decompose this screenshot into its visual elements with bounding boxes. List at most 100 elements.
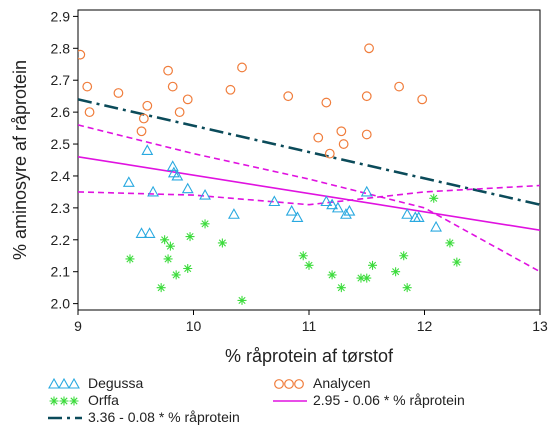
data-point-degussa bbox=[340, 208, 352, 219]
data-point-degussa bbox=[143, 227, 156, 238]
data-point-analycen bbox=[361, 129, 372, 140]
data-point-degussa bbox=[412, 211, 425, 222]
data-point-orffa bbox=[171, 270, 181, 280]
data-point-analycen bbox=[84, 107, 95, 118]
data-point-orffa bbox=[336, 283, 346, 293]
data-point-analycen bbox=[324, 148, 335, 159]
data-point-degussa bbox=[147, 185, 160, 197]
y-tick-label: 2.1 bbox=[51, 264, 71, 280]
x-tick-label: 12 bbox=[417, 318, 433, 334]
legend-swatch-orffa bbox=[59, 396, 69, 406]
data-point-orffa bbox=[163, 254, 173, 264]
x-tick-label: 11 bbox=[302, 318, 317, 334]
legend-label: Orffa bbox=[88, 392, 119, 408]
y-tick-label: 2.6 bbox=[51, 104, 71, 120]
legend-swatch-analycen bbox=[274, 379, 284, 389]
legend-swatch-analycen bbox=[284, 379, 294, 389]
data-point-degussa bbox=[401, 208, 414, 219]
data-point-analycen bbox=[313, 132, 324, 143]
data-point-degussa bbox=[268, 195, 281, 207]
data-point-orffa bbox=[160, 235, 170, 245]
data-point-orffa bbox=[452, 257, 462, 267]
data-point-analycen bbox=[174, 107, 185, 118]
series-line-0 bbox=[78, 98, 540, 206]
data-point-orffa bbox=[165, 241, 175, 251]
y-tick-label: 2.9 bbox=[51, 8, 71, 24]
legend-label: Degussa bbox=[88, 375, 143, 391]
data-point-degussa bbox=[430, 220, 442, 232]
y-tick-label: 2.5 bbox=[51, 136, 71, 152]
data-point-degussa bbox=[227, 208, 240, 219]
data-point-analycen bbox=[163, 65, 173, 76]
data-point-orffa bbox=[125, 254, 135, 264]
y-tick-label: 2.8 bbox=[51, 40, 71, 56]
data-point-degussa bbox=[122, 176, 135, 187]
data-point-orffa bbox=[391, 267, 401, 277]
data-point-analycen bbox=[136, 126, 147, 137]
legend-label: 3.36 - 0.08 * % råprotein bbox=[88, 409, 240, 425]
data-point-orffa bbox=[362, 273, 372, 283]
series-line-3 bbox=[78, 184, 540, 206]
data-point-orffa bbox=[217, 238, 227, 248]
legend-swatch-analycen bbox=[294, 379, 304, 389]
data-point-orffa bbox=[429, 193, 439, 203]
legend-swatch-degussa bbox=[48, 377, 60, 389]
data-point-degussa bbox=[320, 195, 333, 207]
data-point-analycen bbox=[82, 81, 93, 92]
y-tick-label: 2.3 bbox=[51, 200, 71, 216]
x-tick-label: 10 bbox=[186, 318, 202, 334]
y-tick-label: 2.4 bbox=[51, 168, 71, 184]
data-point-orffa bbox=[156, 283, 166, 293]
data-point-degussa bbox=[135, 227, 148, 238]
data-point-analycen bbox=[78, 49, 86, 60]
x-axis-label: % råprotein af tørstof bbox=[225, 346, 394, 366]
data-point-orffa bbox=[200, 219, 210, 229]
x-tick-label: 9 bbox=[74, 318, 82, 334]
data-point-orffa bbox=[327, 270, 337, 280]
data-point-degussa bbox=[331, 201, 344, 213]
y-tick-label: 2.0 bbox=[51, 296, 71, 312]
plot-area bbox=[78, 43, 540, 305]
data-point-analycen bbox=[394, 81, 404, 92]
legend-swatch-degussa bbox=[68, 377, 80, 389]
data-point-analycen bbox=[417, 94, 428, 105]
data-point-analycen bbox=[364, 43, 374, 54]
series-line-2 bbox=[78, 124, 540, 273]
data-point-orffa bbox=[445, 238, 455, 248]
data-point-analycen bbox=[225, 84, 236, 95]
y-tick-label: 2.2 bbox=[51, 232, 71, 248]
data-point-analycen bbox=[138, 113, 149, 124]
y-tick-label: 2.7 bbox=[51, 72, 71, 88]
y-axis-label: % aminosyre af råprotein bbox=[10, 60, 30, 260]
x-axis: 9 10 11 12 13 bbox=[74, 310, 548, 334]
data-point-orffa bbox=[183, 264, 193, 274]
data-point-degussa bbox=[326, 198, 339, 210]
data-point-analycen bbox=[182, 94, 193, 105]
legend-label: 2.95 - 0.06 * % råprotein bbox=[313, 392, 465, 408]
data-point-orffa bbox=[304, 260, 314, 270]
data-point-orffa bbox=[298, 251, 308, 261]
data-point-degussa bbox=[360, 185, 373, 197]
data-point-orffa bbox=[402, 283, 412, 293]
data-point-degussa bbox=[141, 144, 154, 155]
data-point-analycen bbox=[142, 100, 153, 111]
data-point-degussa bbox=[181, 182, 194, 194]
data-point-analycen bbox=[167, 81, 178, 92]
x-tick-label: 13 bbox=[532, 318, 548, 334]
data-point-orffa bbox=[399, 251, 409, 261]
series-line-1 bbox=[78, 156, 540, 231]
data-point-degussa bbox=[171, 169, 184, 181]
data-point-analycen bbox=[321, 97, 332, 108]
data-point-analycen bbox=[113, 88, 124, 98]
data-point-degussa bbox=[291, 211, 304, 222]
data-point-orffa bbox=[185, 232, 195, 242]
data-point-analycen bbox=[283, 91, 294, 102]
data-point-analycen bbox=[237, 62, 247, 73]
data-point-degussa bbox=[285, 204, 298, 216]
data-point-degussa bbox=[199, 188, 211, 200]
data-point-analycen bbox=[336, 126, 347, 137]
legend-label: Analycen bbox=[313, 375, 371, 391]
data-point-orffa bbox=[356, 273, 366, 283]
data-point-analycen bbox=[361, 91, 372, 102]
